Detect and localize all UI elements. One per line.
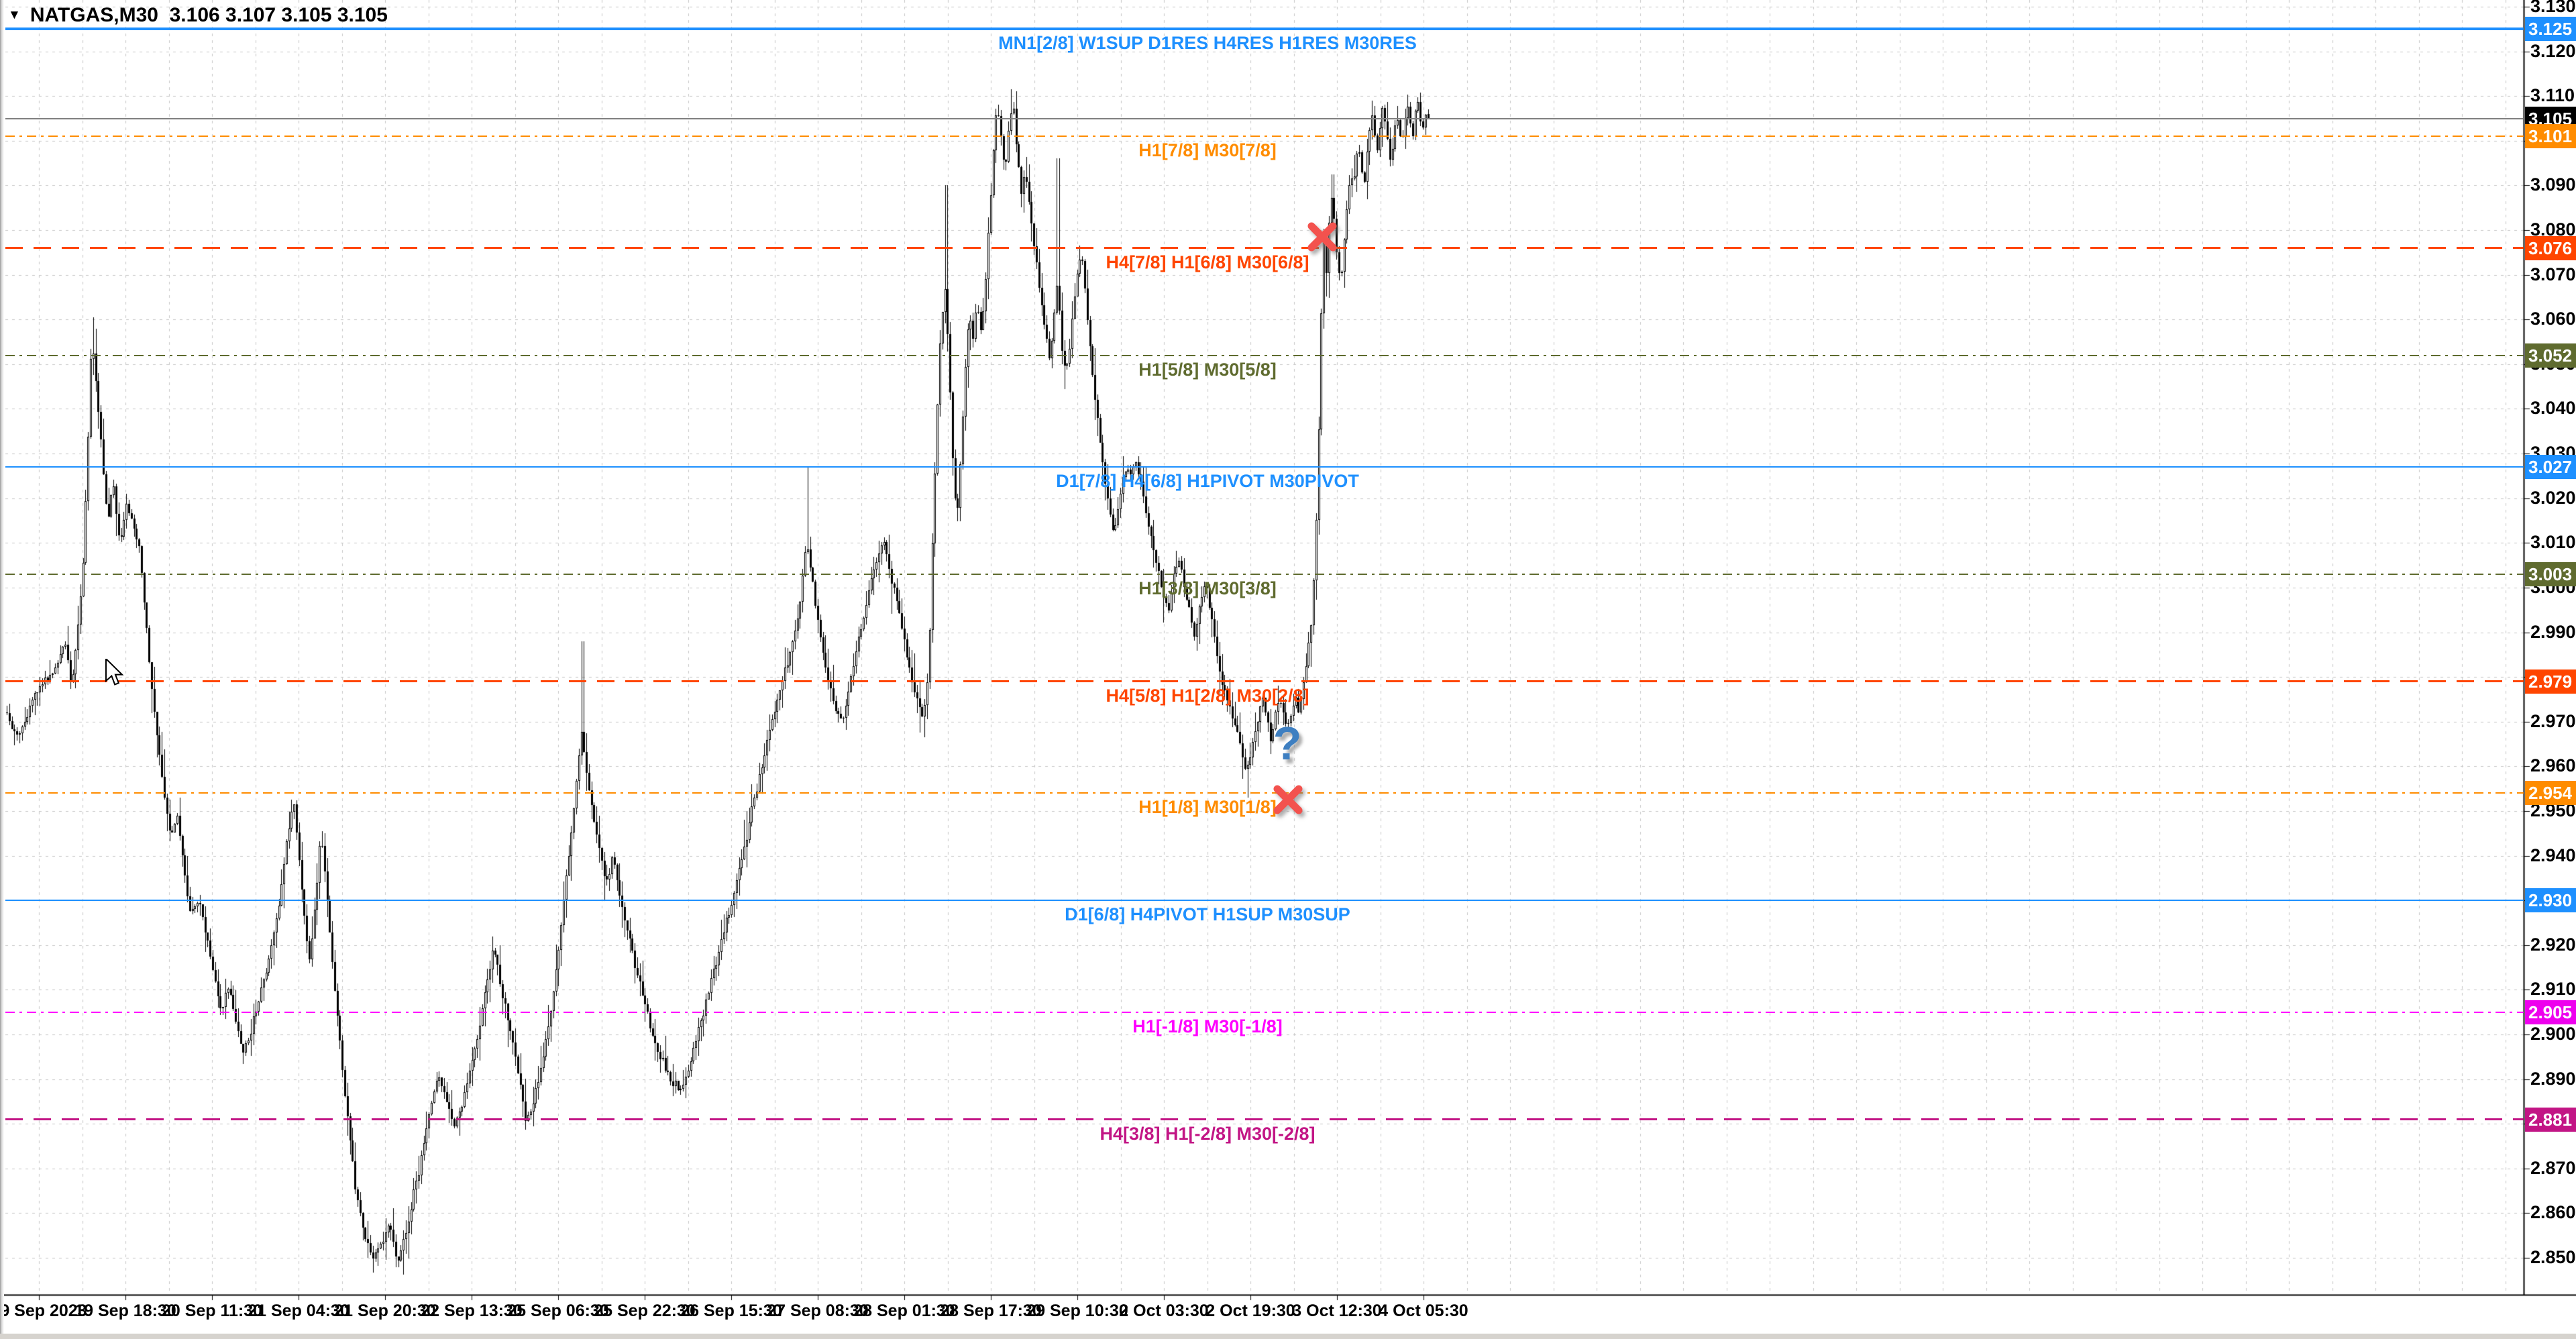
chart-title-bar: ▼ NATGAS,M30 3.106 3.107 3.105 3.105 xyxy=(8,4,388,27)
price-tick-label: 3.130 xyxy=(2530,0,2576,16)
level-line-3.076[interactable] xyxy=(5,247,2524,249)
price-tick-label: 2.920 xyxy=(2530,934,2576,955)
time-tick-label: 21 Sep 04:30 xyxy=(248,1301,350,1320)
level-line-3.052[interactable] xyxy=(5,355,2524,356)
price-tick-label: 2.870 xyxy=(2530,1158,2576,1178)
price-tick-label: 3.120 xyxy=(2530,41,2576,61)
sell-cross-mark[interactable] xyxy=(1304,219,1340,258)
level-label-3.125: MN1[2/8] W1SUP D1RES H4RES H1RES M30RES xyxy=(998,33,1417,53)
price-tick-label: 3.090 xyxy=(2530,174,2576,195)
level-line-2.930[interactable] xyxy=(5,900,2524,901)
level-line-3.101[interactable] xyxy=(5,136,2524,137)
time-tick-label: 29 Sep 10:30 xyxy=(1026,1301,1128,1320)
mouse-cursor-icon xyxy=(105,657,125,692)
price-tick-label: 2.860 xyxy=(2530,1202,2576,1222)
price-tag-3.101: 3.101 xyxy=(2525,124,2576,148)
price-tag-3.076: 3.076 xyxy=(2525,236,2576,260)
level-label-3.076: H4[7/8] H1[6/8] M30[6/8] xyxy=(1106,252,1309,272)
time-tick-label: 20 Sep 11:30 xyxy=(161,1301,263,1320)
price-tag-3.052: 3.052 xyxy=(2525,343,2576,368)
time-tick-label: 19 Sep 18:30 xyxy=(74,1301,176,1320)
price-tick-label: 3.070 xyxy=(2530,264,2576,284)
time-tick-label: 4 Oct 05:30 xyxy=(1379,1301,1468,1320)
time-tick-label: 28 Sep 17:30 xyxy=(940,1301,1042,1320)
level-line-2.979[interactable] xyxy=(5,680,2524,682)
price-tick-label: 2.960 xyxy=(2530,755,2576,775)
price-tick-label: 2.890 xyxy=(2530,1069,2576,1089)
window-left-edge xyxy=(0,0,4,1339)
level-label-2.881: H4[3/8] H1[-2/8] M30[-2/8] xyxy=(1099,1124,1316,1144)
level-line-3.125[interactable] xyxy=(5,28,2524,30)
level-label-2.905: H1[-1/8] M30[-1/8] xyxy=(1132,1016,1283,1036)
price-tag-2.979: 2.979 xyxy=(2525,670,2576,694)
price-tag-3.003: 3.003 xyxy=(2525,562,2576,586)
level-label-2.954: H1[1/8] M30[1/8] xyxy=(1138,797,1277,817)
time-tick-label: 26 Sep 15:30 xyxy=(680,1301,782,1320)
level-label-3.003: H1[3/8] M30[3/8] xyxy=(1138,578,1277,598)
level-line-3.027[interactable] xyxy=(5,466,2524,468)
time-tick-label: 2 Oct 19:30 xyxy=(1205,1301,1295,1320)
level-label-3.101: H1[7/8] M30[7/8] xyxy=(1138,140,1277,160)
price-tick-label: 3.040 xyxy=(2530,398,2576,418)
time-tick-label: 3 Oct 12:30 xyxy=(1292,1301,1382,1320)
price-tick-label: 2.900 xyxy=(2530,1024,2576,1044)
price-tick-label: 2.940 xyxy=(2530,845,2576,865)
level-line-2.881[interactable] xyxy=(5,1118,2524,1120)
price-tag-3.027: 3.027 xyxy=(2525,455,2576,479)
price-tick-label: 2.970 xyxy=(2530,711,2576,731)
price-tick-label: 3.020 xyxy=(2530,488,2576,508)
time-tick-label: 25 Sep 22:30 xyxy=(594,1301,696,1320)
price-tag-3.125: 3.125 xyxy=(2525,17,2576,41)
level-line-3.105[interactable] xyxy=(5,118,2524,119)
price-tick-label: 2.850 xyxy=(2530,1247,2576,1267)
level-line-2.905[interactable] xyxy=(5,1012,2524,1013)
price-tag-2.905: 2.905 xyxy=(2525,1000,2576,1024)
price-tag-2.930: 2.930 xyxy=(2525,888,2576,912)
time-tick-label: 22 Sep 13:30 xyxy=(421,1301,523,1320)
question-mark[interactable]: ? xyxy=(1273,717,1302,769)
time-tick-label: 27 Sep 08:30 xyxy=(767,1301,869,1320)
price-tag-2.954: 2.954 xyxy=(2525,781,2576,805)
time-tick-label: 2 Oct 03:30 xyxy=(1119,1301,1209,1320)
chart-title: NATGAS,M30 3.106 3.107 3.105 3.105 xyxy=(30,4,388,26)
price-tag-2.881: 2.881 xyxy=(2525,1108,2576,1132)
time-tick-label: 19 Sep 2023 xyxy=(0,1301,87,1320)
time-tick-label: 28 Sep 01:30 xyxy=(853,1301,955,1320)
price-tick-label: 3.010 xyxy=(2530,532,2576,552)
level-label-2.930: D1[6/8] H4PIVOT H1SUP M30SUP xyxy=(1065,904,1350,924)
sell-cross-mark[interactable] xyxy=(1270,782,1306,821)
level-line-3.003[interactable] xyxy=(5,574,2524,575)
time-tick-label: 25 Sep 06:30 xyxy=(507,1301,609,1320)
price-tick-label: 3.060 xyxy=(2530,309,2576,329)
price-tick-label: 3.110 xyxy=(2530,85,2575,105)
level-label-2.979: H4[5/8] H1[2/8] M30[2/8] xyxy=(1106,686,1309,706)
time-tick-label: 21 Sep 20:30 xyxy=(334,1301,436,1320)
price-tick-label: 2.910 xyxy=(2530,979,2576,999)
level-label-3.052: H1[5/8] M30[5/8] xyxy=(1138,360,1277,380)
price-tick-label: 2.990 xyxy=(2530,622,2576,642)
window-bottom-edge xyxy=(0,1334,2576,1339)
one-click-trading-dropdown-icon[interactable]: ▼ xyxy=(8,8,21,22)
level-line-2.954[interactable] xyxy=(5,792,2524,794)
level-label-3.027: D1[7/8] H4[6/8] H1PIVOT M30PIVOT xyxy=(1056,471,1359,491)
